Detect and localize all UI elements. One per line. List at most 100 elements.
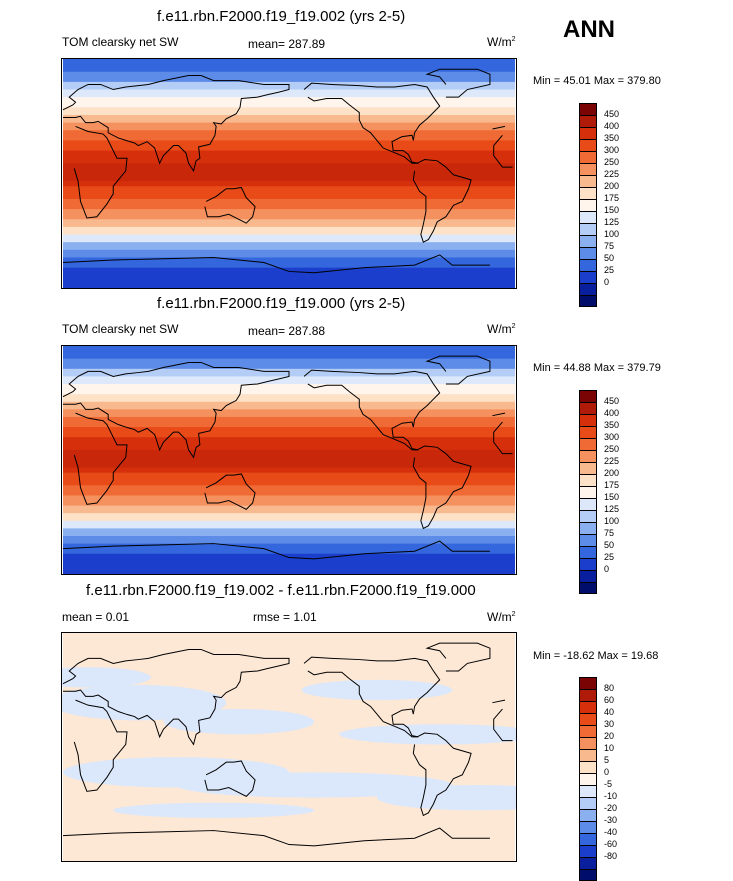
- coastline: [303, 369, 441, 451]
- colorbar-swatch: [579, 211, 597, 223]
- colorbar-swatch: [579, 833, 597, 845]
- coastline: [204, 473, 256, 510]
- colorbar-swatch: [579, 737, 597, 749]
- colorbar-swatch: [579, 235, 597, 247]
- colorbar-tick-label: 0: [604, 277, 610, 287]
- colorbar-swatch: [579, 474, 597, 486]
- colorbar-tick-label: 0: [604, 564, 610, 574]
- colorbar-tick-label: 250: [604, 157, 620, 167]
- field-band: [62, 409, 516, 418]
- colorbar-swatch: [579, 749, 597, 761]
- colorbar-swatch: [579, 271, 597, 283]
- field-band: [62, 59, 516, 73]
- colorbar-swatch: [579, 510, 597, 522]
- colorbar-swatch: [579, 187, 597, 199]
- colorbar-tick-label: 25: [604, 265, 615, 275]
- panel2-left-label: TOM clearsky net SW: [62, 322, 179, 336]
- colorbar-swatch: [579, 223, 597, 235]
- colorbar-tick-label: 300: [604, 432, 620, 442]
- colorbar-tick-label: 100: [604, 516, 620, 526]
- field-band: [62, 226, 516, 236]
- colorbar-tick-label: 175: [604, 193, 620, 203]
- colorbar-tick-label: 150: [604, 205, 620, 215]
- colorbar-swatch: [579, 773, 597, 785]
- colorbar-swatch: [579, 247, 597, 259]
- field-band: [62, 394, 516, 403]
- colorbar-swatch: [579, 450, 597, 462]
- colorbar-tick-label: 225: [604, 169, 620, 179]
- panel1-map: [61, 58, 517, 289]
- colorbar-swatch: [579, 139, 597, 151]
- coastline: [62, 540, 490, 560]
- field-band: [62, 97, 516, 108]
- diff-anomaly: [301, 679, 453, 701]
- field-band: [62, 505, 516, 514]
- colorbar-swatch: [579, 259, 597, 271]
- field-band: [62, 528, 516, 537]
- colorbar-tick-label: 250: [604, 444, 620, 454]
- field-band: [62, 186, 516, 200]
- panel3-mean-label: mean = 0.01: [62, 610, 130, 624]
- field-band: [62, 358, 516, 370]
- field-band: [62, 543, 516, 555]
- colorbar-tick-label: -30: [604, 815, 618, 825]
- colorbar-swatch: [579, 151, 597, 163]
- colorbar-swatch: [579, 199, 597, 211]
- colorbar-swatch: [579, 570, 597, 582]
- colorbar-tick-label: -40: [604, 827, 618, 837]
- colorbar-swatch: [579, 785, 597, 797]
- colorbar-tick-label: 75: [604, 241, 615, 251]
- colorbar-swatch: [579, 689, 597, 701]
- panel2-title: f.e11.rbn.F2000.f19_f19.000 (yrs 2-5): [157, 295, 406, 312]
- diff-background: [62, 633, 516, 861]
- panel3-rmse-label: rmse = 1.01: [253, 610, 317, 624]
- colorbar-tick-label: 25: [604, 552, 615, 562]
- colorbar-tick-label: 30: [604, 719, 615, 729]
- diff-anomaly: [62, 684, 227, 721]
- field-band: [62, 163, 516, 182]
- colorbar-swatch: [579, 701, 597, 713]
- coastline: [73, 125, 513, 219]
- colorbar-swatch: [579, 295, 597, 307]
- colorbar-tick-label: 75: [604, 528, 615, 538]
- colorbar-swatch: [579, 534, 597, 546]
- field-band: [62, 401, 516, 410]
- colorbar-tick-label: 400: [604, 121, 620, 131]
- coastline: [62, 827, 490, 847]
- colorbar-swatch: [579, 558, 597, 570]
- colorbar-swatch: [579, 522, 597, 534]
- colorbar-swatch: [579, 761, 597, 773]
- colorbar-tick-label: -20: [604, 803, 618, 813]
- colorbar-tick-label: 100: [604, 229, 620, 239]
- field-band: [62, 427, 516, 438]
- colorbar-tick-label: 50: [604, 540, 615, 550]
- panel3-map: [61, 632, 517, 862]
- colorbar-swatch: [579, 845, 597, 857]
- colorbar-swatch: [579, 821, 597, 833]
- colorbar-swatch: [579, 115, 597, 127]
- coastline: [425, 642, 491, 672]
- panel1-mean-label: mean= 287.89: [248, 37, 326, 51]
- coastline: [303, 82, 441, 164]
- colorbar-frame: [579, 677, 597, 881]
- colorbar-swatch: [579, 175, 597, 187]
- colorbar-tick-label: 450: [604, 396, 620, 406]
- colorbar-swatch: [579, 582, 597, 594]
- coastline: [73, 699, 513, 792]
- field-band: [62, 122, 516, 131]
- diff-anomaly: [339, 724, 516, 745]
- field-band: [62, 150, 516, 187]
- colorbar-swatch: [579, 546, 597, 558]
- colorbar-swatch: [579, 414, 597, 426]
- colorbar-swatch: [579, 426, 597, 438]
- colorbar-swatch: [579, 809, 597, 821]
- coastline: [412, 732, 472, 817]
- diff-anomaly: [376, 785, 516, 811]
- panel3-units: W/m2: [487, 610, 516, 624]
- colorbar-tick-label: 175: [604, 480, 620, 490]
- colorbar-tick-label: -60: [604, 839, 618, 849]
- colorbar-swatch: [579, 713, 597, 725]
- colorbar-swatch: [579, 283, 597, 295]
- diff-anomaly: [62, 667, 151, 688]
- colorbar-frame: [579, 390, 597, 594]
